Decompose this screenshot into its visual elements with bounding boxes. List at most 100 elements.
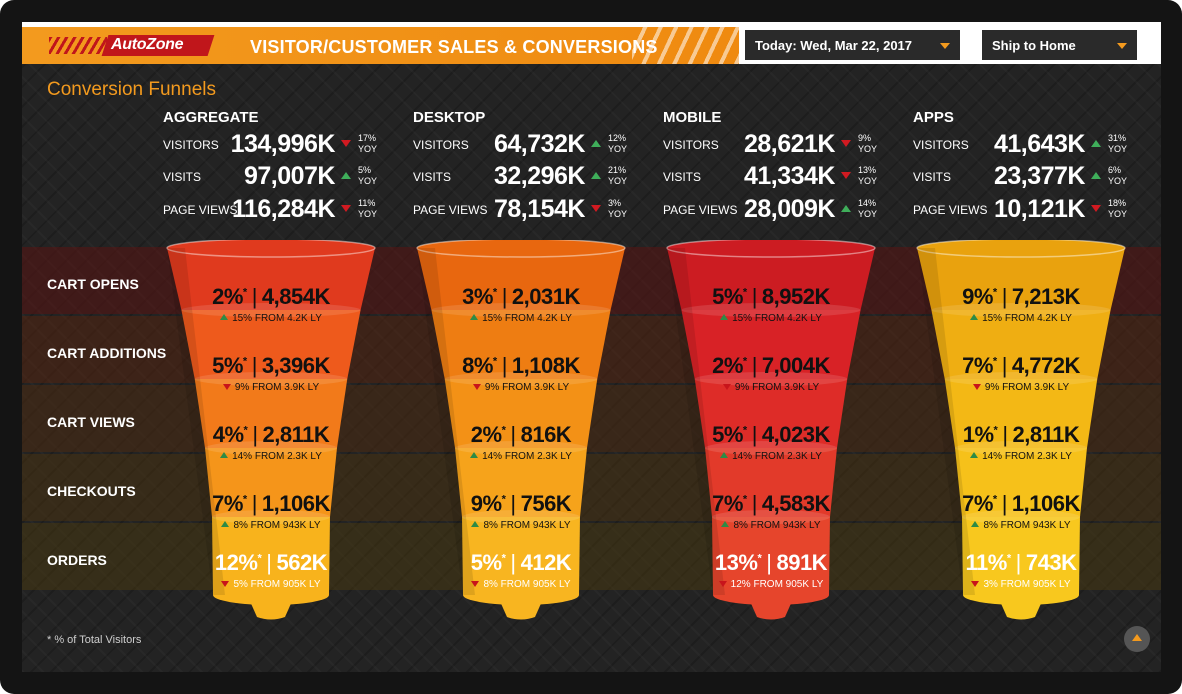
funnel-stage-value: 9%* | 7,213K bbox=[921, 284, 1121, 310]
funnel-base bbox=[463, 585, 579, 605]
trend-up-icon bbox=[341, 172, 351, 179]
funnel-divider bbox=[712, 510, 830, 524]
funnel-divider bbox=[462, 510, 580, 524]
funnel-rim bbox=[666, 240, 876, 258]
yoy-change: 3% YOY bbox=[608, 198, 627, 220]
yoy-change: 18% YOY bbox=[1108, 198, 1127, 220]
funnel-divider bbox=[455, 441, 587, 455]
stat-value: 28,621K bbox=[743, 130, 836, 158]
header-bar: AutoZone VISITOR/CUSTOMER SALES & CONVER… bbox=[22, 22, 1161, 64]
funnel-stage-value: 7%* | 1,106K bbox=[171, 491, 371, 517]
funnel-separator: | bbox=[252, 422, 258, 447]
conversion-funnel bbox=[666, 240, 876, 620]
funnel-footnote-mark: * bbox=[1006, 552, 1011, 565]
funnel-count: 1,106K bbox=[1011, 491, 1080, 516]
yoy-label: YOY bbox=[1108, 144, 1128, 154]
yoy-change: 11% YOY bbox=[358, 198, 377, 220]
change-text: 8% FROM 943K LY bbox=[483, 520, 571, 531]
funnel-stage-change: 8% FROM 943K LY bbox=[171, 520, 371, 531]
funnel-stage-change: 14% FROM 2.3K LY bbox=[921, 451, 1121, 462]
funnel-stage-band bbox=[955, 448, 1087, 517]
stage-label-cart-views: CART VIEWS bbox=[47, 414, 135, 430]
funnel-divider bbox=[955, 441, 1087, 455]
funnel-divider bbox=[444, 372, 598, 386]
funnel-footnote-mark: * bbox=[992, 493, 997, 506]
yoy-label: YOY bbox=[1108, 176, 1128, 186]
trend-up-icon bbox=[720, 452, 729, 458]
funnel-separator: | bbox=[1002, 422, 1008, 447]
yoy-label: YOY bbox=[858, 144, 878, 154]
funnel-separator: | bbox=[751, 422, 758, 447]
funnel-footnote-mark: * bbox=[992, 355, 997, 368]
trend-up-icon bbox=[970, 452, 979, 458]
funnel-count: 4,583K bbox=[761, 491, 830, 516]
funnel-footnote-mark: * bbox=[257, 552, 262, 565]
funnel-percent: 8% bbox=[462, 353, 493, 378]
change-text: 14% FROM 2.3K LY bbox=[482, 451, 572, 462]
funnel-count: 756K bbox=[520, 491, 572, 516]
funnel-footnote-mark: * bbox=[492, 286, 497, 299]
stat-label: PAGE VIEWS bbox=[413, 203, 488, 217]
stat-label: PAGE VIEWS bbox=[913, 203, 988, 217]
yoy-change: 13% YOY bbox=[858, 165, 877, 187]
brand-text: AutoZone bbox=[111, 36, 184, 53]
trend-down-icon bbox=[341, 140, 351, 147]
funnel-stage-value: 12%* | 562K bbox=[171, 550, 371, 576]
trend-down-icon bbox=[591, 205, 601, 212]
funnel-percent: 9% bbox=[470, 491, 502, 516]
funnel-stage-value: 2%* | 816K bbox=[421, 422, 621, 448]
funnel-count: 7,004K bbox=[761, 353, 830, 378]
yoy-percent: 12% bbox=[608, 133, 627, 143]
channel-dropdown[interactable]: Ship to Home bbox=[982, 30, 1137, 60]
trend-up-icon bbox=[591, 140, 601, 147]
funnel-separator: | bbox=[266, 550, 272, 575]
funnel-separator: | bbox=[751, 284, 758, 309]
funnel-stage-value: 7%* | 4,583K bbox=[671, 491, 871, 517]
scroll-top-button[interactable] bbox=[1124, 626, 1150, 652]
funnel-separator: | bbox=[251, 353, 258, 378]
funnel-rim bbox=[416, 240, 626, 258]
funnel-stage-band bbox=[681, 310, 861, 379]
funnel-count: 816K bbox=[520, 422, 572, 447]
funnel-stage-change: 14% FROM 2.3K LY bbox=[171, 451, 371, 462]
conversion-funnel bbox=[916, 240, 1126, 620]
caret-down-icon bbox=[940, 43, 950, 49]
footnote: * % of Total Visitors bbox=[47, 634, 142, 646]
trend-down-icon bbox=[221, 581, 230, 587]
funnel-stage-change: 14% FROM 2.3K LY bbox=[671, 451, 871, 462]
funnel-count: 2,031K bbox=[511, 284, 580, 309]
yoy-label: YOY bbox=[358, 176, 378, 186]
funnel-stage-change: 15% FROM 4.2K LY bbox=[421, 313, 621, 324]
funnel-spout bbox=[999, 599, 1043, 620]
trend-down-icon bbox=[841, 140, 851, 147]
yoy-percent: 17% bbox=[358, 133, 377, 143]
funnel-separator: | bbox=[251, 284, 258, 309]
funnel-footnote-mark: * bbox=[742, 355, 747, 368]
funnel-footnote-mark: * bbox=[501, 493, 506, 506]
date-dropdown[interactable]: Today: Wed, Mar 22, 2017 bbox=[745, 30, 960, 60]
funnel-stage-value: 9%* | 756K bbox=[421, 491, 621, 517]
trend-down-icon bbox=[472, 384, 481, 390]
funnel-stage-band bbox=[205, 448, 337, 517]
funnel-footnote-mark: * bbox=[242, 493, 247, 506]
stat-label: VISITORS bbox=[413, 138, 469, 152]
change-text: 15% FROM 4.2K LY bbox=[982, 313, 1072, 324]
funnel-separator: | bbox=[510, 491, 516, 516]
funnel-stage-band bbox=[444, 379, 598, 448]
yoy-change: 6% YOY bbox=[1108, 165, 1127, 187]
change-text: 8% FROM 905K LY bbox=[483, 579, 571, 590]
section-title: Conversion Funnels bbox=[47, 79, 216, 100]
funnel-percent: 9% bbox=[962, 284, 993, 309]
funnel-separator: | bbox=[501, 353, 508, 378]
channel-dropdown-label: Ship to Home bbox=[992, 38, 1076, 53]
funnel-stage-band bbox=[455, 448, 587, 517]
funnel-separator: | bbox=[510, 550, 516, 575]
conversion-funnel bbox=[166, 240, 376, 620]
funnel-stage-value: 2%* | 7,004K bbox=[671, 353, 871, 379]
funnel-stage-value: 5%* | 3,396K bbox=[171, 353, 371, 379]
funnel-stage-change: 15% FROM 4.2K LY bbox=[921, 313, 1121, 324]
stat-label: PAGE VIEWS bbox=[663, 203, 738, 217]
stat-value: 28,009K bbox=[743, 195, 836, 223]
funnel-spout bbox=[249, 599, 293, 620]
funnel-stage-value: 2%* | 4,854K bbox=[171, 284, 371, 310]
